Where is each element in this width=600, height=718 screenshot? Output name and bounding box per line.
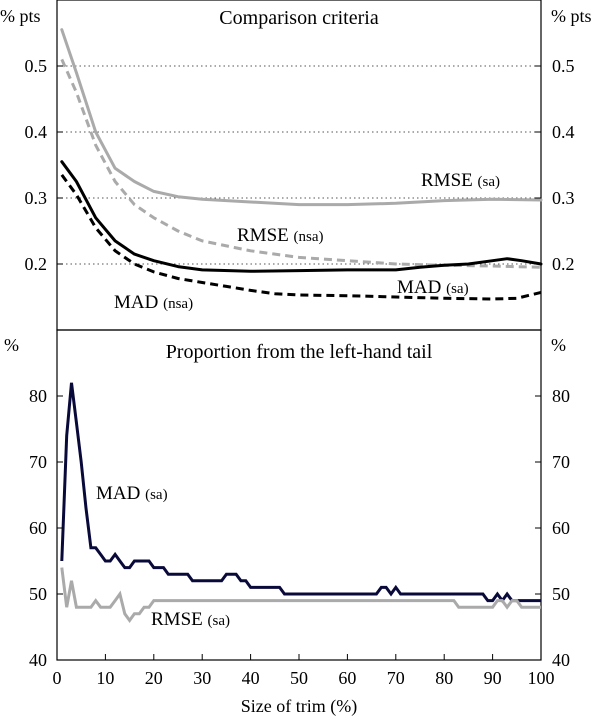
top-right-tick-label: 0.4 [552,122,575,142]
bottom-right-tick-label: 40 [552,650,570,670]
top-series-rmse-nsa [60,58,542,269]
annotation-bottom-mad-sa: MAD (sa) [96,483,168,504]
bottom-right-tick-label: 50 [552,584,570,604]
top-left-tick-label: 0.4 [25,122,48,142]
bottom-left-tick-label: 60 [29,518,47,538]
x-axis-tick-label: 0 [53,668,62,688]
bottom-series-rmse-sa [60,567,541,623]
bottom-left-tick-label: 50 [29,584,47,604]
x-axis-tick-label: 40 [242,668,260,688]
x-axis-label: Size of trim (%) [241,696,357,717]
top-right-tick-label: 0.5 [552,56,575,76]
bottom-left-unit-label: % [4,335,19,355]
bottom-right-tick-label: 70 [552,452,570,472]
top-left-tick-label: 0.5 [25,56,48,76]
bottom-right-tick-label: 80 [552,386,570,406]
x-axis-tick-label: 90 [484,668,502,688]
bottom-right-tick-label: 60 [552,518,570,538]
annotation-top-rmse-nsa: RMSE (nsa) [237,225,324,246]
bottom-left-tick-label: 80 [29,386,47,406]
x-axis-tick-label: 80 [435,668,453,688]
top-series-mad-sa [60,160,543,273]
bottom-left-tick-label: 40 [29,650,47,670]
top-series-mad-nsa [60,174,542,301]
top-left-tick-label: 0.3 [25,188,48,208]
x-axis-tick-label: 60 [338,668,356,688]
bottom-panel-title: Proportion from the left-hand tail [166,341,433,363]
top-left-tick-label: 0.2 [25,254,48,274]
bottom-left-tick-label: 70 [29,452,47,472]
annotation-top-mad-sa: MAD (sa) [397,277,469,298]
top-panel-series [60,28,543,301]
x-axis-tick-label: 20 [145,668,163,688]
bottom-panel-series [60,382,541,623]
axis-ticks: 0.2 0.2 0.3 0.3 0.4 0.4 0.5 0.5 40 40 50 50 60 60 70 70… [25,56,575,688]
x-axis-tick-label: 100 [528,668,555,688]
top-right-tick-label: 0.3 [552,188,575,208]
top-right-tick-label: 0.2 [552,254,575,274]
annotation-top-mad-nsa: MAD (nsa) [114,292,193,313]
top-left-unit-label: % pts [0,6,41,26]
bottom-right-unit-label: % [551,335,566,355]
top-right-unit-label: % pts [551,6,592,26]
x-axis-tick-label: 70 [387,668,405,688]
top-series-rmse-sa [60,28,543,207]
bottom-series-mad-sa [60,382,541,604]
annotation-bottom-rmse-sa: RMSE (sa) [151,609,230,630]
x-axis-tick-label: 10 [96,668,114,688]
annotation-top-rmse-sa: RMSE (sa) [421,170,500,191]
x-axis-tick-label: 30 [193,668,211,688]
top-panel-title: Comparison criteria [219,7,379,29]
x-axis-tick-label: 50 [290,668,308,688]
